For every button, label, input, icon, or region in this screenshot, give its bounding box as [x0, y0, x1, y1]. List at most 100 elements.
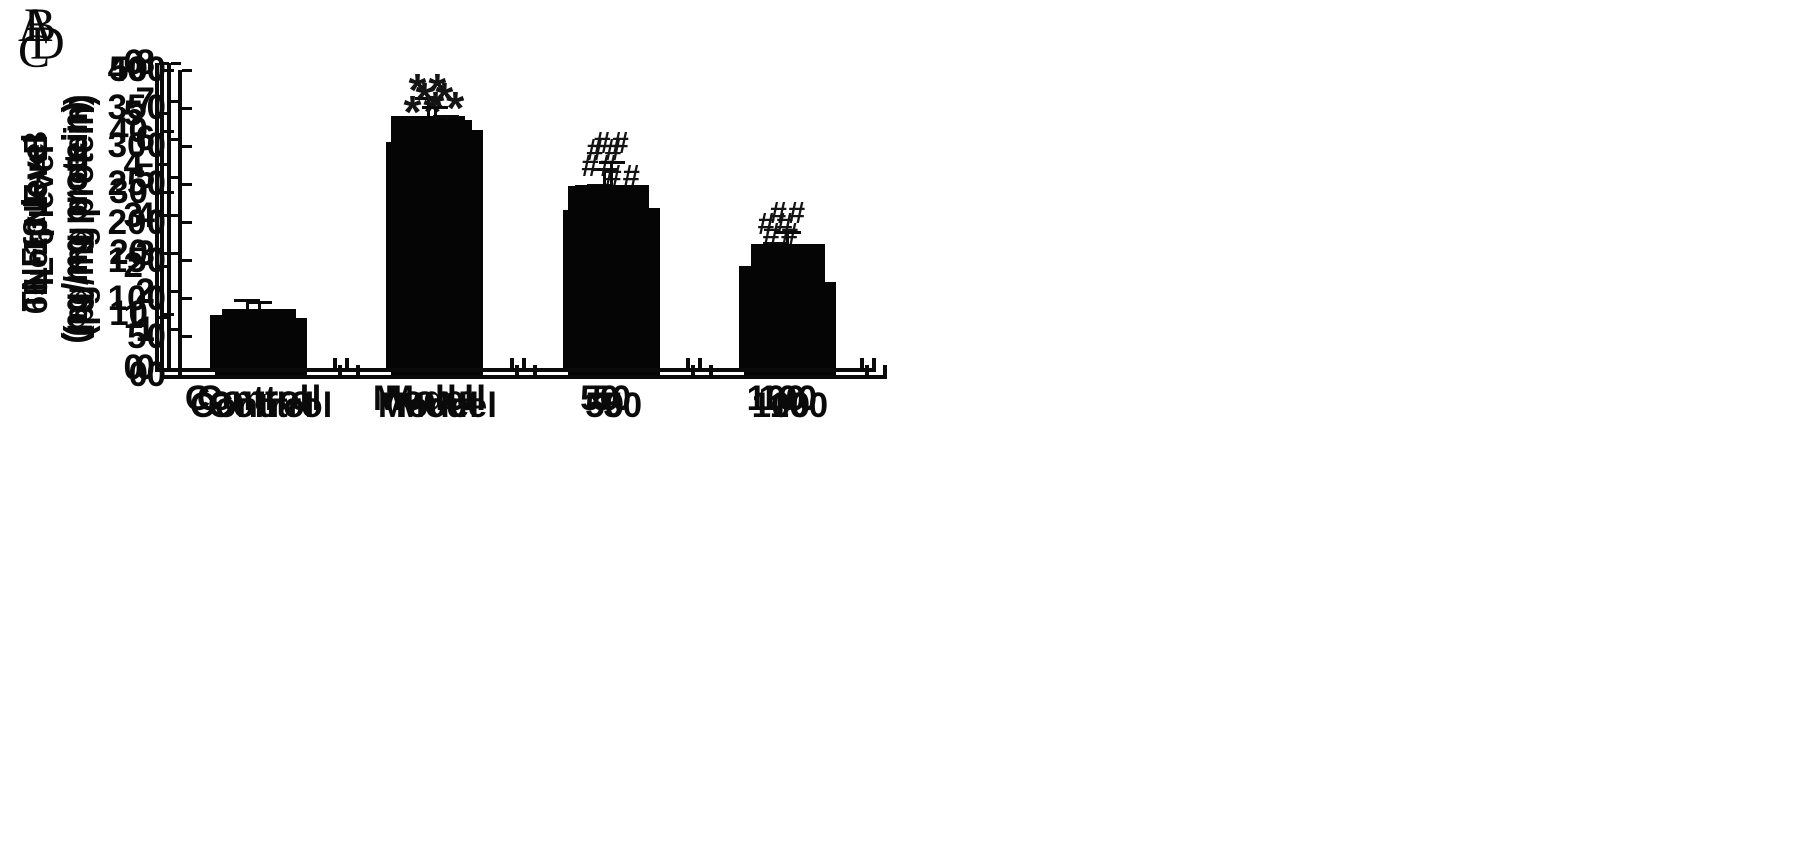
y-tick-label: 3	[123, 195, 143, 235]
y-tick	[182, 221, 192, 224]
y-tick-label: 30	[109, 172, 148, 211]
error-bar-stem	[610, 160, 614, 185]
x-tick	[333, 358, 338, 368]
x-category-label: 50	[603, 386, 643, 425]
y-tick-label: 50	[109, 50, 148, 89]
y-tick	[159, 264, 169, 268]
y-tick-label: 20	[109, 233, 148, 272]
y-tick-label: 6	[123, 43, 143, 82]
x-category-label: Model	[384, 379, 486, 418]
significance-marker: ##	[586, 131, 623, 167]
x-category-label: Model	[395, 386, 497, 425]
y-tick-label: 7	[135, 81, 155, 121]
bar-control	[222, 308, 297, 368]
y-tick-label: 2	[123, 246, 143, 286]
x-tick	[521, 358, 526, 368]
y-tick-label: 5	[135, 157, 155, 197]
x-tick	[685, 358, 690, 368]
x-category-label: Control	[189, 386, 315, 425]
y-tick-label: 6	[135, 119, 155, 159]
y-tick	[182, 106, 192, 110]
error-bar-stem	[603, 167, 607, 186]
error-bar-stem	[433, 106, 437, 121]
y-tick-label: 3	[135, 233, 155, 273]
panel-d-letter: D	[30, 17, 65, 70]
y-tick	[159, 315, 169, 319]
x-tick	[872, 358, 876, 368]
y-tick-label: 1	[135, 309, 155, 349]
y-tick-label: 4	[135, 195, 155, 235]
y-tick	[159, 163, 169, 167]
y-tick-label: 1	[123, 297, 143, 337]
x-category-label: 100	[746, 379, 806, 418]
x-category-label: Control	[196, 379, 322, 418]
x-tick	[860, 358, 864, 368]
panel-c-letter: C	[18, 25, 51, 78]
x-category-label: 100	[769, 386, 829, 425]
x-category-label: Control	[184, 379, 310, 418]
y-tick	[171, 328, 181, 332]
error-bar-stem	[786, 230, 790, 245]
x-category-label: 50	[585, 386, 625, 425]
error-bar-cap	[591, 167, 618, 171]
y-tick-label: 2	[135, 271, 155, 311]
error-bar-stem	[245, 299, 249, 315]
x-tick	[345, 358, 350, 368]
y-tick-label: 50	[127, 316, 166, 356]
y-tick	[182, 182, 192, 186]
y-tick	[182, 297, 192, 301]
bar-100	[750, 244, 825, 368]
y-tick	[182, 68, 192, 72]
y-tick-label: 8	[135, 43, 155, 82]
error-bar-cap	[415, 97, 442, 101]
bar-50	[574, 185, 649, 368]
y-tick-label: 0	[123, 348, 143, 387]
y-tick	[182, 335, 192, 339]
error-bar-cap	[598, 160, 625, 164]
y-tick	[171, 214, 181, 217]
y-tick-label: 5	[123, 93, 143, 133]
significance-marker: ##	[593, 124, 630, 160]
y-tick	[182, 259, 192, 263]
error-bar-cap	[246, 301, 273, 305]
bar-model	[398, 120, 473, 368]
panel-d-plot-area: 0 1 2 3 4 5 6 7 8 Control ** Model ## 50 ## 100	[136, 44, 876, 418]
y-tick	[171, 175, 181, 179]
y-tick	[159, 112, 169, 116]
error-bar-cap	[422, 106, 449, 110]
error-bar-cap	[433, 114, 460, 118]
x-category-label: 100	[751, 386, 811, 425]
x-tick	[509, 358, 514, 368]
y-tick	[171, 290, 181, 294]
y-tick	[171, 137, 181, 141]
x-tick	[697, 358, 702, 368]
y-tick	[159, 214, 169, 217]
y-tick	[182, 144, 192, 148]
significance-marker: ##	[769, 194, 807, 230]
y-tick-label: 0	[146, 355, 166, 394]
error-bar-cap	[234, 299, 261, 303]
significance-marker: **	[415, 73, 456, 126]
x-category-label: 100	[758, 379, 818, 418]
x-category-label: 50	[592, 379, 632, 418]
y-tick	[171, 99, 181, 103]
y-tick-label: 40	[109, 111, 148, 150]
y-tick-label: 0	[128, 355, 148, 394]
panel-d: D IL-6 level (pg/mg protein) 0 1 2 3 4 5 6 7 8 Co…	[0, 0, 904, 425]
y-tick	[171, 61, 181, 65]
y-tick-label: 4	[123, 144, 143, 184]
error-bar-cap	[774, 230, 801, 234]
x-category-label: Control	[207, 386, 333, 425]
y-tick	[171, 252, 181, 256]
y-tick-label: 0	[135, 348, 155, 387]
x-category-label: Model	[372, 379, 474, 418]
error-bar-cap	[762, 241, 789, 245]
y-tick	[159, 61, 169, 65]
x-category-label: 50	[580, 379, 620, 418]
error-bar-stem	[257, 301, 261, 309]
y-tick-label: 10	[109, 294, 148, 333]
panel-a-letter: A	[18, 0, 53, 52]
panel-b-letter: B	[24, 0, 57, 52]
x-tick	[883, 365, 887, 375]
